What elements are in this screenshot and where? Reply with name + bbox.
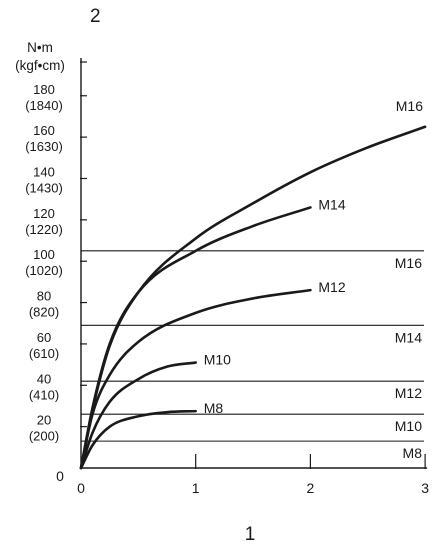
y-tick-secondary-label: (1630) xyxy=(25,139,63,154)
y-tick-label: 120 xyxy=(33,206,55,221)
x-tick-label: 3 xyxy=(421,480,429,496)
y-tick-secondary-label: (410) xyxy=(29,387,59,402)
reference-line-label-m12: M12 xyxy=(395,385,422,401)
y-tick-secondary-label: (200) xyxy=(29,429,59,444)
y-axis-secondary-unit-label: (kgf•cm) xyxy=(15,58,65,73)
reference-line-label-m16: M16 xyxy=(395,255,422,271)
series-label-m8: M8 xyxy=(204,400,224,416)
series-label-m10: M10 xyxy=(204,352,231,368)
series-curve-m14 xyxy=(79,206,312,470)
y-tick-label: 140 xyxy=(33,164,55,179)
reference-line-label-m14: M14 xyxy=(395,329,422,345)
y-tick-secondary-label: (1840) xyxy=(25,98,63,113)
y-origin-tick-label: 0 xyxy=(56,468,64,484)
y-tick-secondary-label: (1020) xyxy=(25,263,63,278)
series-label-m14: M14 xyxy=(318,196,345,212)
reference-line-label-m10: M10 xyxy=(395,418,422,434)
y-tick-secondary-label: (1220) xyxy=(25,222,63,237)
reference-line-label-m8: M8 xyxy=(403,445,423,461)
series-curve-m8 xyxy=(79,409,197,470)
series-label-m12: M12 xyxy=(318,279,345,295)
y-tick-label: 60 xyxy=(37,330,51,345)
figure-label-bottom: 1 xyxy=(245,524,256,545)
y-tick-secondary-label: (1430) xyxy=(25,180,63,195)
y-axis-unit-label: N•m xyxy=(27,40,53,55)
x-tick-label: 1 xyxy=(192,480,200,496)
y-tick-label: 40 xyxy=(37,371,51,386)
series-label-m16: M16 xyxy=(396,98,423,114)
y-tick-label: 20 xyxy=(37,413,51,428)
y-tick-label: 180 xyxy=(33,82,55,97)
y-tick-secondary-label: (820) xyxy=(29,305,59,320)
y-tick-label: 100 xyxy=(33,247,55,262)
x-tick-label: 0 xyxy=(77,480,85,496)
x-tick-label: 2 xyxy=(307,480,315,496)
y-tick-secondary-label: (610) xyxy=(29,346,59,361)
y-tick-label: 160 xyxy=(33,123,55,138)
series-curve-m16 xyxy=(79,125,427,470)
figure-label-top: 2 xyxy=(90,6,101,27)
series-curve-m10 xyxy=(79,361,197,470)
y-tick-label: 80 xyxy=(37,289,51,304)
